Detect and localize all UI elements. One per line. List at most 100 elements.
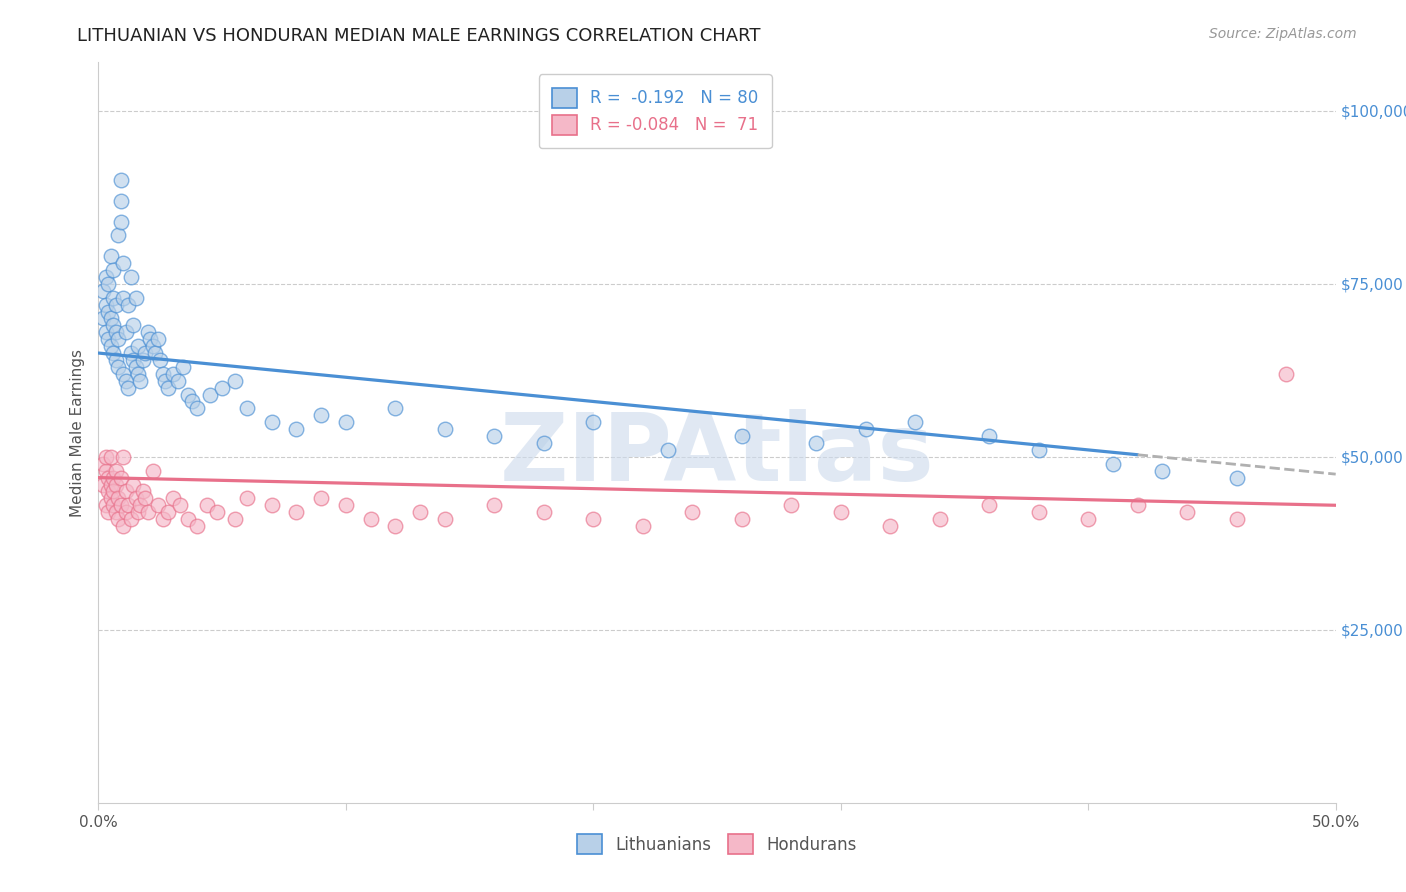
Point [104,297,127,311]
Point [176,387,198,401]
Point [103,470,125,484]
Point [186,519,208,533]
Point [152,367,174,381]
Point [103,263,125,277]
Point [94,464,117,478]
Point [224,374,246,388]
Point [780,498,803,512]
Point [176,512,198,526]
Point [127,367,149,381]
Point [93,284,115,298]
Point [186,401,208,416]
Point [94,326,117,340]
Point [309,491,332,506]
Point [879,519,901,533]
Point [129,498,152,512]
Text: LITHUANIAN VS HONDURAN MEDIAN MALE EARNINGS CORRELATION CHART: LITHUANIAN VS HONDURAN MEDIAN MALE EARNI… [77,27,761,45]
Point [100,311,122,326]
Point [94,498,117,512]
Point [104,505,127,519]
Point [236,491,259,506]
Point [124,291,146,305]
Point [155,374,177,388]
Point [112,450,135,464]
Point [97,484,120,499]
Point [156,505,179,519]
Point [110,173,132,187]
Point [127,339,149,353]
Point [1102,457,1125,471]
Point [149,353,172,368]
Point [433,512,456,526]
Point [631,519,654,533]
Point [124,359,146,374]
Point [156,381,179,395]
Point [129,374,152,388]
Point [1226,470,1249,484]
Point [100,450,122,464]
Point [928,512,950,526]
Point [260,415,283,429]
Point [146,332,169,346]
Point [97,304,120,318]
Point [484,498,506,512]
Point [120,346,142,360]
Point [211,381,233,395]
Point [104,326,127,340]
Point [384,519,406,533]
Point [97,470,120,484]
Point [97,332,120,346]
Point [100,491,122,506]
Point [143,346,166,360]
Point [166,374,188,388]
Point [335,415,357,429]
Point [103,484,125,499]
Point [533,436,555,450]
Point [134,346,156,360]
Point [112,367,135,381]
Point [142,339,165,353]
Point [731,429,754,443]
Point [139,332,162,346]
Point [855,422,877,436]
Point [112,519,135,533]
Point [94,269,117,284]
Point [107,359,129,374]
Point [335,498,357,512]
Point [979,498,1001,512]
Point [110,194,132,208]
Point [120,512,142,526]
Point [804,436,827,450]
Point [122,353,145,368]
Point [409,505,432,519]
Y-axis label: Median Male Earnings: Median Male Earnings [69,349,84,516]
Point [93,311,115,326]
Point [122,318,145,333]
Point [484,429,506,443]
Point [1077,512,1099,526]
Point [285,505,308,519]
Point [117,297,139,311]
Point [110,498,132,512]
Point [236,401,259,416]
Point [181,394,204,409]
Point [93,477,115,491]
Point [142,464,165,478]
Point [107,512,129,526]
Point [132,484,155,499]
Point [124,491,146,506]
Point [107,491,129,506]
Text: Source: ZipAtlas.com: Source: ZipAtlas.com [1209,27,1357,41]
Point [224,512,246,526]
Point [198,387,221,401]
Point [117,381,139,395]
Point [1275,367,1298,381]
Text: ZIPAtlas: ZIPAtlas [499,409,935,500]
Point [533,505,555,519]
Point [162,367,184,381]
Point [110,214,132,228]
Point [120,269,142,284]
Point [152,512,174,526]
Point [112,291,135,305]
Point [1226,512,1249,526]
